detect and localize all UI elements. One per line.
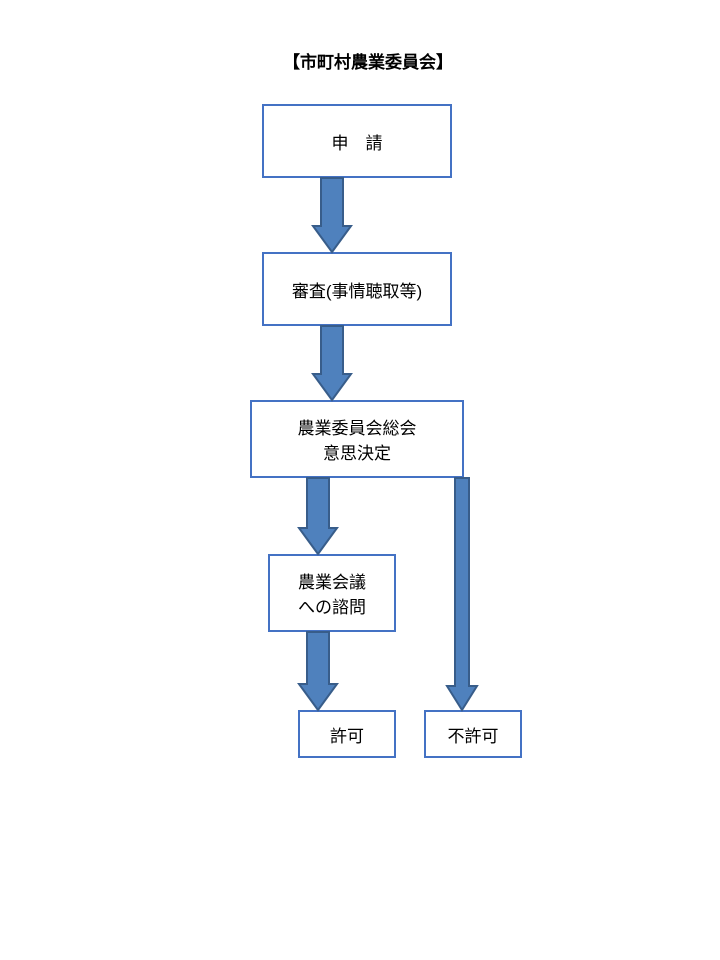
node-deny: 不許可: [424, 710, 522, 758]
node-label: 申 請: [332, 129, 383, 154]
node-label: 審査(事情聴取等): [292, 277, 422, 302]
node-application: 申 請: [262, 104, 452, 178]
node-review: 審査(事情聴取等): [262, 252, 452, 326]
node-decision: 農業委員会総会 意思決定: [250, 400, 464, 478]
node-label: 農業委員会総会 意思決定: [298, 414, 417, 464]
arrow-1: [313, 178, 351, 252]
arrow-4: [299, 632, 337, 710]
node-label: 不許可: [448, 722, 499, 747]
node-label: 農業会議 への諮問: [298, 568, 366, 618]
node-permit: 許可: [298, 710, 396, 758]
arrow-5: [447, 478, 477, 710]
arrow-3: [299, 478, 337, 554]
node-label: 許可: [330, 722, 364, 747]
diagram-title: 【市町村農業委員会】: [258, 48, 478, 73]
arrow-2: [313, 326, 351, 400]
node-consultation: 農業会議 への諮問: [268, 554, 396, 632]
